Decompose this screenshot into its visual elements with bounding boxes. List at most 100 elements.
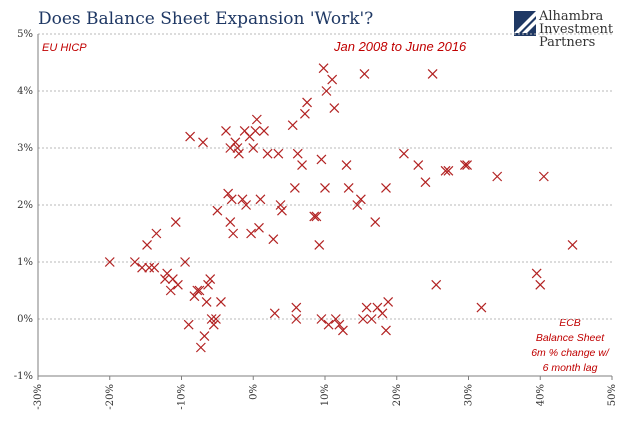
scatter-point (334, 319, 345, 330)
scatter-point (275, 200, 286, 210)
scatter-point (228, 228, 239, 239)
scatter-point (149, 262, 160, 273)
x-tick-label: 30% (464, 384, 475, 406)
scatter-points (104, 63, 578, 353)
scatter-point (201, 296, 212, 307)
scatter-point (246, 228, 257, 239)
scatter-point (170, 217, 181, 228)
scatter-point (192, 285, 203, 296)
logo-line-1: Alhambra (538, 9, 604, 24)
scatter-point (262, 148, 273, 159)
scatter-point (329, 103, 340, 114)
scatter-point (172, 279, 183, 290)
scatter-point (309, 211, 320, 222)
scatter-point (216, 296, 226, 307)
scatter-point (212, 205, 223, 216)
scatter-point (250, 125, 261, 136)
x-tick-label: -30% (33, 384, 44, 410)
y-tick-label: 1% (17, 257, 33, 268)
period-note: Jan 2008 to June 2016 (333, 39, 467, 54)
scatter-point (318, 63, 329, 74)
scatter-point (237, 194, 248, 205)
scatter-point (538, 171, 549, 182)
scatter-point (211, 314, 221, 324)
scatter-point (311, 211, 322, 222)
tick-labels: -1% 0% 1% 2% 3% 4% 5% -30% -20% -10% 0% 10% 20% 30% 40… (14, 29, 618, 410)
scatter-point (208, 319, 219, 330)
scatter-point (316, 314, 327, 324)
chart-title: Does Balance Sheet Expansion 'Work'? (38, 9, 373, 29)
scatter-point (199, 331, 210, 342)
scatter-point (338, 325, 348, 336)
scatter-point (370, 217, 381, 228)
logo-mark-icon (514, 11, 536, 36)
scatter-point (535, 279, 546, 290)
scatter-point (427, 68, 438, 79)
scatter-point (531, 268, 542, 279)
scatter-point (232, 143, 243, 153)
scatter-point (198, 137, 208, 148)
scatter-point (366, 314, 377, 324)
scatter-point (291, 302, 302, 313)
scatter-point (413, 160, 424, 171)
scatter-point (440, 165, 451, 176)
x-tick-label: 40% (535, 384, 546, 406)
x-note-line-2: Balance Sheet (536, 332, 605, 344)
scatter-point (381, 325, 391, 336)
scatter-point (420, 177, 431, 188)
y-tick-label: 4% (17, 86, 33, 97)
scatter-point (443, 165, 454, 176)
scatter-point (330, 314, 341, 324)
y-tick-label: 3% (17, 143, 33, 154)
scatter-point (165, 285, 176, 296)
y-tick-label: 2% (17, 200, 33, 211)
scatter-point (287, 120, 298, 131)
scatter-point (289, 182, 300, 193)
scatter-point (359, 68, 370, 79)
scatter-point (377, 308, 388, 319)
scatter-point (358, 314, 368, 324)
logo-line-2: Investment (539, 22, 614, 37)
x-tick-label: 50% (607, 384, 618, 406)
x-tick-label: -20% (105, 384, 116, 410)
x-axis-note: ECB Balance Sheet 6m % change w/ 6 month… (531, 317, 610, 374)
scatter-point (259, 125, 269, 136)
y-tick-label: -1% (14, 371, 33, 382)
y-tick-label: 5% (17, 29, 33, 40)
scatter-point (399, 148, 409, 159)
scatter-point (269, 308, 280, 319)
scatter-point (248, 143, 259, 153)
scatter-point (462, 160, 472, 171)
scatter-point (273, 148, 284, 159)
scatter-point (341, 160, 352, 171)
logo-line-3: Partners (539, 35, 595, 50)
scatter-point (183, 319, 194, 330)
scatter-point (142, 239, 152, 250)
scatter-point (297, 160, 307, 171)
scatter-point (226, 194, 237, 205)
scatter-point (299, 108, 310, 119)
x-note-line-1: ECB (559, 317, 581, 329)
scatter-point (137, 262, 147, 273)
scatter-point (355, 194, 366, 205)
alhambra-logo: Alhambra Investment Partners (514, 9, 614, 50)
scatter-point (160, 274, 170, 285)
x-note-line-3: 6m % change w/ (531, 347, 610, 359)
scatter-point (104, 257, 115, 267)
scatter-point (230, 137, 241, 148)
scatter-point (343, 182, 354, 193)
scatter-point (431, 279, 442, 290)
scatter-point (352, 200, 363, 210)
scatter-point (492, 171, 503, 182)
scatter-point (302, 97, 312, 108)
scatter-point (459, 160, 470, 171)
x-tick-label: -10% (177, 384, 188, 410)
scatter-point (567, 239, 578, 250)
scatter-point (268, 234, 279, 245)
scatter-point (129, 257, 140, 267)
scatter-point (277, 205, 287, 216)
scatter-point (383, 296, 394, 307)
series-tag: EU HICP (42, 42, 87, 54)
scatter-point (254, 222, 264, 233)
